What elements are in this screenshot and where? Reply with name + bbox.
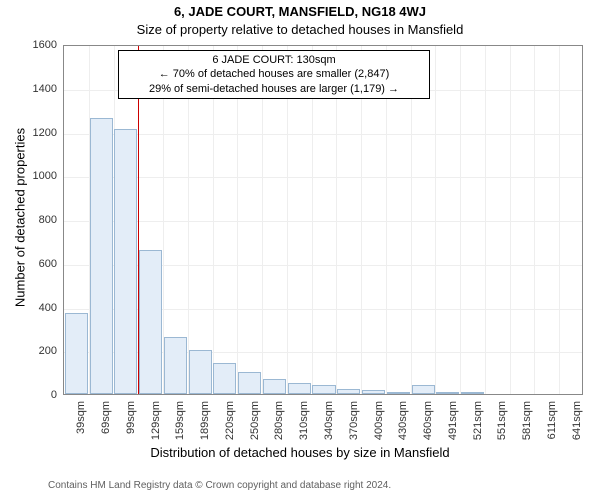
gridline-v: [460, 46, 461, 394]
bar: [263, 379, 286, 394]
bar: [412, 385, 435, 394]
x-tick: 521sqm: [472, 401, 484, 440]
bar: [362, 390, 385, 394]
gridline-v: [485, 46, 486, 394]
x-tick: 220sqm: [224, 401, 236, 440]
y-tick: 600: [39, 258, 57, 270]
footer-text: Contains HM Land Registry data © Crown c…: [48, 468, 430, 500]
x-tick: 460sqm: [422, 401, 434, 440]
y-tick: 800: [39, 214, 57, 226]
y-tick: 200: [39, 345, 57, 357]
gridline-v: [510, 46, 511, 394]
y-tick: 1400: [33, 83, 57, 95]
x-tick: 129sqm: [150, 401, 162, 440]
x-tick: 370sqm: [348, 401, 360, 440]
bar: [312, 385, 335, 394]
x-tick: 551sqm: [496, 401, 508, 440]
x-tick: 310sqm: [298, 401, 310, 440]
y-tick: 1200: [33, 127, 57, 139]
bar: [288, 383, 311, 394]
x-axis-label: Distribution of detached houses by size …: [0, 445, 600, 460]
bar: [387, 392, 410, 394]
x-tick: 400sqm: [373, 401, 385, 440]
chart-container: { "header": { "address": "6, JADE COURT,…: [0, 0, 600, 500]
x-tick: 69sqm: [100, 401, 112, 434]
bar: [65, 313, 88, 394]
x-tick: 280sqm: [273, 401, 285, 440]
bar: [337, 389, 360, 394]
x-tick: 581sqm: [521, 401, 533, 440]
x-tick: 159sqm: [174, 401, 186, 440]
x-tick: 611sqm: [546, 401, 558, 439]
annotation-line-3: 29% of semi-detached houses are larger (…: [123, 82, 425, 96]
bar: [461, 392, 484, 394]
bar: [164, 337, 187, 394]
x-tick: 430sqm: [397, 401, 409, 440]
gridline-h: [64, 221, 582, 222]
address-title: 6, JADE COURT, MANSFIELD, NG18 4WJ: [0, 4, 600, 19]
gridline-h: [64, 134, 582, 135]
subtitle: Size of property relative to detached ho…: [0, 22, 600, 37]
gridline-v: [534, 46, 535, 394]
bar: [213, 363, 236, 394]
y-tick: 1600: [33, 39, 57, 51]
y-tick: 1000: [33, 170, 57, 182]
x-tick: 189sqm: [199, 401, 211, 440]
y-tick: 400: [39, 302, 57, 314]
gridline-v: [559, 46, 560, 394]
bar: [114, 129, 137, 394]
annotation-line-1: 6 JADE COURT: 130sqm: [123, 53, 425, 67]
footer-line-1: Contains HM Land Registry data © Crown c…: [48, 480, 430, 492]
y-tick: 0: [51, 389, 57, 401]
x-tick: 491sqm: [447, 401, 459, 440]
y-axis-label: Number of detached properties: [13, 118, 28, 318]
x-tick: 99sqm: [125, 401, 137, 434]
x-tick: 39sqm: [75, 401, 87, 434]
x-tick: 340sqm: [323, 401, 335, 440]
gridline-h: [64, 177, 582, 178]
annotation-line-2: ← 70% of detached houses are smaller (2,…: [123, 67, 425, 81]
x-tick: 250sqm: [249, 401, 261, 440]
bar: [436, 392, 459, 394]
bar: [238, 372, 261, 394]
bar: [189, 350, 212, 394]
annotation-box: 6 JADE COURT: 130sqm ← 70% of detached h…: [118, 50, 430, 99]
bar: [139, 250, 162, 394]
x-tick: 641sqm: [571, 401, 583, 440]
gridline-v: [435, 46, 436, 394]
bar: [90, 118, 113, 394]
